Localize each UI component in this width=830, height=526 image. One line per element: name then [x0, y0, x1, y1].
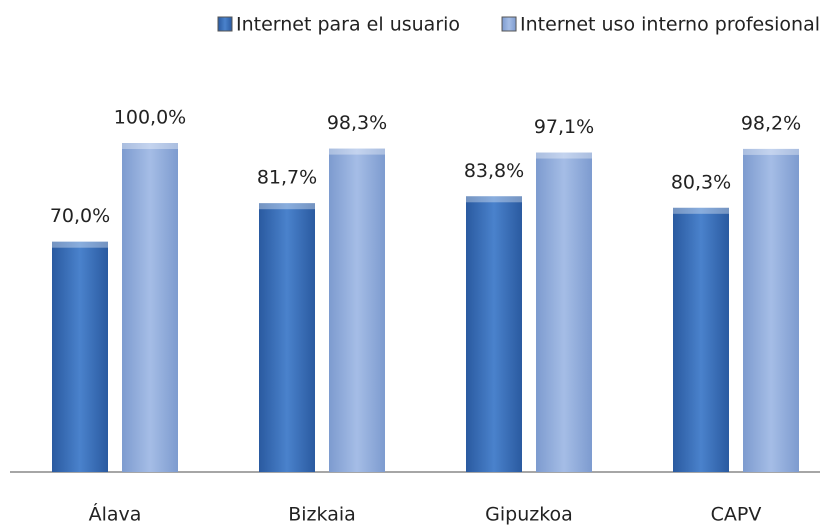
bar-bevel	[673, 207, 729, 214]
x-tick-label: Álava	[89, 503, 142, 526]
data-label: 81,7%	[257, 167, 317, 189]
bar-bevel	[52, 241, 108, 248]
x-tick-label: CAPV	[711, 504, 762, 526]
legend-label: Internet para el usuario	[236, 14, 460, 36]
bar-bevel	[743, 148, 799, 155]
bar	[673, 207, 729, 473]
x-tick-label: Gipuzkoa	[485, 504, 573, 526]
bar	[52, 241, 108, 472]
data-label: 98,3%	[327, 112, 387, 134]
data-label: 80,3%	[671, 171, 731, 193]
bar-bevel	[329, 148, 385, 155]
data-label: 83,8%	[464, 160, 524, 182]
legend-label: Internet uso interno profesional	[520, 14, 820, 36]
bar	[743, 148, 799, 472]
data-label: 70,0%	[50, 205, 110, 227]
data-label: 98,2%	[741, 112, 801, 134]
legend-swatch	[501, 16, 517, 32]
bar	[122, 143, 178, 472]
bar-bevel	[122, 143, 178, 149]
legend-swatch	[217, 16, 233, 32]
bar-bevel	[259, 203, 315, 210]
data-label: 97,1%	[534, 116, 594, 138]
bar	[536, 152, 592, 472]
bar	[259, 203, 315, 472]
x-tick-label: Bizkaia	[288, 504, 356, 526]
bar-bevel	[536, 152, 592, 159]
bar	[329, 148, 385, 472]
bar	[466, 196, 522, 472]
data-label: 100,0%	[114, 107, 186, 129]
bar-bevel	[466, 196, 522, 203]
